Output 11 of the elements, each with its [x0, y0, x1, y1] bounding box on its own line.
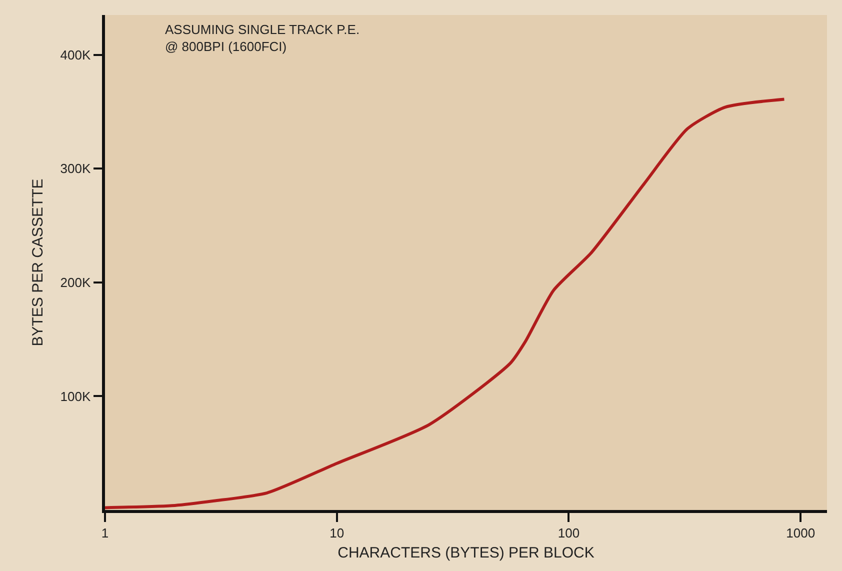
- annotation: ASSUMING SINGLE TRACK P.E. @ 800BPI (1600FCI): [165, 22, 360, 54]
- x-tick-label: 100: [558, 525, 580, 540]
- y-tick-label: 100K: [60, 388, 91, 404]
- x-axis-title: CHARACTERS (BYTES) PER BLOCK: [338, 544, 594, 562]
- y-tick-label: 400K: [60, 47, 91, 62]
- y-tick-label: 300K: [60, 161, 91, 176]
- x-tick-label: 1000: [786, 525, 816, 540]
- y-tick-label: 200K: [60, 274, 91, 290]
- y-axis-title: BYTES PER CASSETTE: [30, 178, 47, 346]
- x-tick-label: 10: [330, 525, 344, 540]
- x-tick-label: 1: [101, 525, 109, 540]
